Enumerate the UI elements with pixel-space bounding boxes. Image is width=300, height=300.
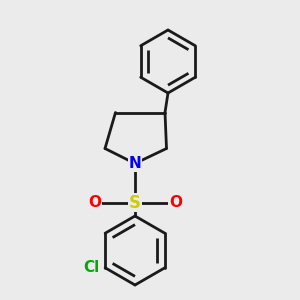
Text: N: N	[129, 156, 141, 171]
Text: S: S	[129, 194, 141, 211]
Text: Cl: Cl	[83, 260, 100, 275]
Text: O: O	[169, 195, 182, 210]
Text: O: O	[88, 195, 101, 210]
